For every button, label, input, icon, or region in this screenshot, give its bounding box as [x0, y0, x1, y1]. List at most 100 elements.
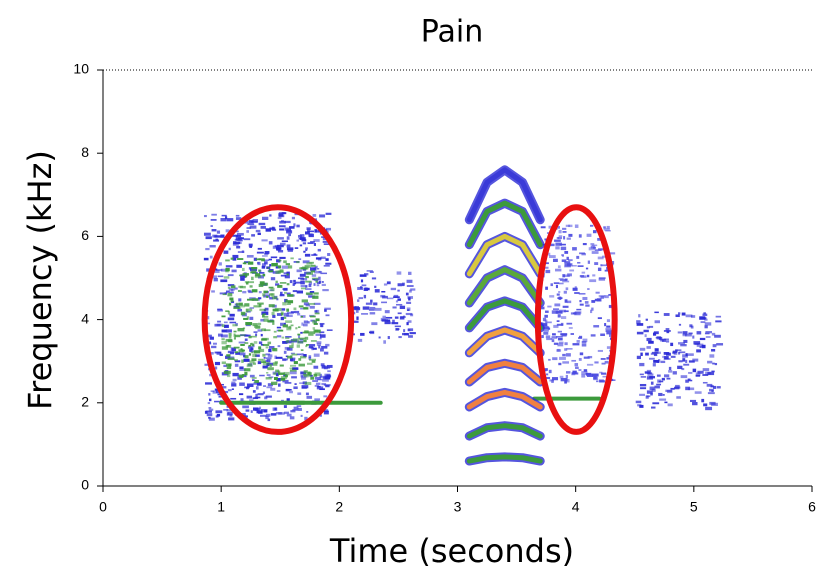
energy-speck — [281, 240, 289, 243]
energy-speck — [262, 361, 270, 366]
energy-speck — [385, 319, 391, 322]
energy-speck — [701, 398, 705, 403]
energy-speck — [221, 315, 226, 318]
energy-speck — [258, 303, 262, 308]
energy-speck — [239, 368, 246, 372]
energy-speck — [688, 379, 693, 382]
energy-speck — [544, 319, 548, 323]
energy-speck — [312, 327, 316, 330]
energy-speck — [271, 262, 278, 267]
energy-speck — [230, 397, 237, 400]
energy-speck — [229, 291, 234, 294]
energy-speck — [316, 386, 324, 390]
energy-cluster — [351, 270, 416, 344]
energy-speck — [640, 376, 647, 378]
energy-speck — [279, 220, 286, 224]
energy-speck — [273, 336, 278, 339]
energy-speck — [407, 296, 414, 299]
energy-speck — [545, 335, 551, 339]
energy-speck — [276, 390, 281, 392]
energy-speck — [228, 335, 232, 339]
energy-speck — [659, 398, 667, 401]
energy-speck — [555, 246, 560, 250]
energy-speck — [279, 282, 287, 284]
energy-speck — [250, 342, 253, 346]
energy-speck — [301, 376, 306, 380]
energy-speck — [296, 341, 304, 344]
energy-speck — [678, 323, 682, 326]
energy-speck — [250, 347, 254, 351]
energy-speck — [297, 333, 301, 336]
energy-speck — [312, 278, 315, 281]
energy-speck — [217, 308, 223, 311]
energy-speck — [232, 324, 238, 327]
x-axis-label: Time (seconds) — [329, 532, 574, 570]
energy-speck — [284, 227, 291, 231]
energy-speck — [286, 308, 290, 312]
energy-speck — [246, 227, 251, 229]
energy-speck — [317, 230, 322, 233]
energy-speck — [294, 383, 297, 385]
energy-speck — [291, 353, 298, 356]
energy-speck — [318, 345, 321, 349]
energy-speck — [270, 256, 278, 259]
energy-speck — [227, 389, 232, 392]
energy-speck — [298, 363, 305, 367]
energy-speck — [233, 337, 236, 340]
energy-speck — [317, 248, 321, 252]
energy-speck — [298, 358, 302, 361]
energy-speck — [578, 357, 582, 361]
energy-speck — [658, 336, 663, 341]
energy-speck — [241, 349, 245, 352]
energy-speck — [557, 226, 560, 229]
energy-speck — [208, 408, 214, 411]
energy-speck — [212, 390, 218, 394]
energy-speck — [636, 331, 644, 335]
energy-speck — [286, 413, 292, 417]
energy-speck — [600, 333, 605, 337]
energy-speck — [386, 297, 394, 300]
energy-speck — [359, 274, 367, 277]
energy-speck — [662, 355, 666, 358]
energy-speck — [562, 231, 567, 233]
energy-speck — [239, 382, 245, 386]
energy-speck — [276, 259, 281, 263]
energy-speck — [703, 312, 706, 315]
energy-speck — [246, 395, 253, 399]
energy-speck — [295, 327, 298, 330]
energy-speck — [208, 417, 215, 421]
energy-speck — [223, 324, 229, 328]
energy-speck — [301, 353, 304, 356]
energy-speck — [548, 358, 551, 361]
energy-speck — [709, 401, 716, 405]
energy-speck — [248, 336, 252, 339]
energy-speck — [306, 262, 313, 265]
energy-speck — [264, 251, 270, 254]
energy-speck — [600, 358, 606, 360]
energy-speck — [321, 281, 324, 283]
energy-speck — [243, 317, 248, 320]
energy-speck — [214, 388, 219, 391]
energy-speck — [590, 245, 595, 249]
energy-speck — [275, 369, 280, 373]
energy-speck — [310, 270, 315, 273]
energy-speck — [306, 227, 311, 231]
energy-speck — [565, 224, 570, 227]
energy-speck — [654, 385, 660, 389]
energy-speck — [278, 213, 284, 217]
energy-speck — [289, 355, 293, 359]
energy-speck — [299, 244, 303, 247]
energy-speck — [237, 251, 245, 253]
energy-speck — [293, 386, 298, 390]
energy-speck — [255, 229, 261, 233]
energy-speck — [685, 386, 691, 391]
energy-speck — [300, 414, 303, 417]
energy-speck — [310, 267, 317, 271]
energy-speck — [262, 314, 265, 318]
energy-speck — [244, 386, 250, 389]
energy-speck — [303, 307, 307, 310]
energy-speck — [687, 353, 694, 356]
energy-speck — [267, 320, 275, 323]
energy-speck — [558, 291, 561, 293]
energy-speck — [251, 376, 257, 379]
